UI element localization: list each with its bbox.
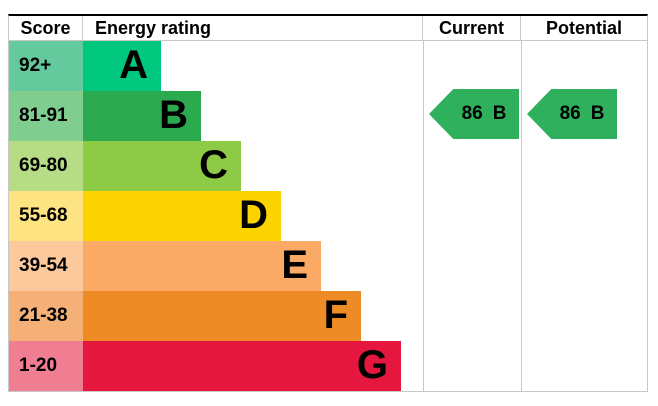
band-row-f: 21-38 F bbox=[9, 291, 423, 341]
score-range-a: 92+ bbox=[9, 41, 83, 91]
band-bar-a: A bbox=[83, 41, 161, 91]
potential-rating-arrow: 86 B bbox=[527, 89, 617, 139]
potential-rating-value: 86 bbox=[559, 103, 581, 124]
epc-table: Score Energy rating Current Potential 92… bbox=[8, 14, 648, 392]
potential-column: 86 B bbox=[521, 41, 647, 391]
score-range-e: 39-54 bbox=[9, 241, 83, 291]
band-row-e: 39-54 E bbox=[9, 241, 423, 291]
band-row-a: 92+ A bbox=[9, 41, 423, 91]
table-header: Score Energy rating Current Potential bbox=[9, 16, 647, 41]
bands-area: 92+ A 81-91 B 69-80 C 55-68 D 39-54 E 21-38 F 1-20 G bbox=[9, 41, 423, 391]
score-range-c: 69-80 bbox=[9, 141, 83, 191]
band-bar-e: E bbox=[83, 241, 321, 291]
energy-rating-column-header: Energy rating bbox=[95, 18, 212, 38]
table-body: 92+ A 81-91 B 69-80 C 55-68 D 39-54 E 21-38 F 1-20 G … bbox=[9, 41, 647, 391]
current-column: 86 B bbox=[423, 41, 521, 391]
band-bar-g: G bbox=[83, 341, 401, 391]
band-row-g: 1-20 G bbox=[9, 341, 423, 391]
score-range-g: 1-20 bbox=[9, 341, 83, 391]
current-rating-arrow: 86 B bbox=[429, 89, 519, 139]
score-range-d: 55-68 bbox=[9, 191, 83, 241]
band-bar-f: F bbox=[83, 291, 361, 341]
current-column-header: Current bbox=[422, 16, 520, 40]
score-range-b: 81-91 bbox=[9, 91, 83, 141]
potential-column-header: Potential bbox=[520, 16, 647, 40]
band-bar-b: B bbox=[83, 91, 201, 141]
score-column-header: Score bbox=[9, 16, 83, 40]
band-row-b: 81-91 B bbox=[9, 91, 423, 141]
potential-rating-band: B bbox=[590, 103, 605, 124]
current-rating-value: 86 bbox=[461, 103, 483, 124]
band-row-d: 55-68 D bbox=[9, 191, 423, 241]
band-row-c: 69-80 C bbox=[9, 141, 423, 191]
score-range-f: 21-38 bbox=[9, 291, 83, 341]
band-bar-d: D bbox=[83, 191, 281, 241]
current-rating-band: B bbox=[492, 103, 507, 124]
band-bar-c: C bbox=[83, 141, 241, 191]
